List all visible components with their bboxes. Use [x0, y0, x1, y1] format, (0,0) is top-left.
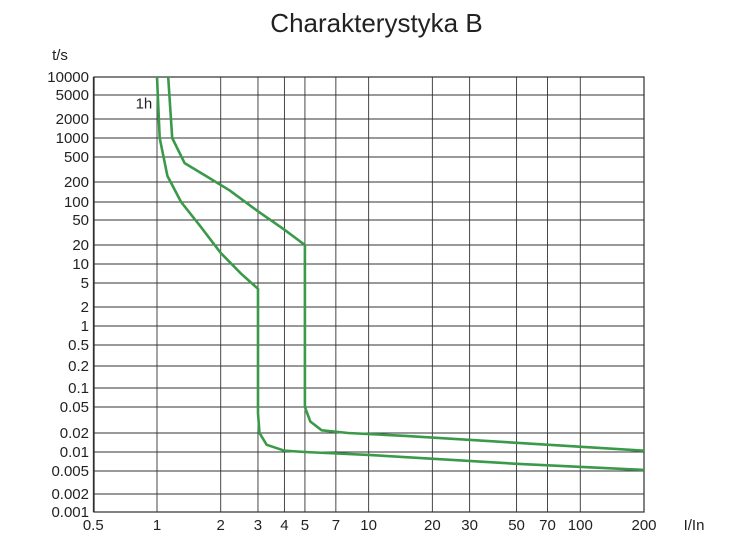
y-tick-label: 0.001 — [51, 504, 89, 521]
x-tick-label: 2 — [217, 517, 225, 534]
y-tick-label: 1 — [81, 318, 89, 335]
y-tick-label: 0.005 — [51, 463, 89, 480]
y-tick-label: 0.01 — [60, 444, 89, 461]
annotation-1h: 1h — [136, 96, 153, 113]
y-axis-label: t/s — [52, 47, 68, 64]
y-tick-label: 1000 — [56, 130, 89, 147]
y-tick-label: 0.5 — [68, 337, 89, 354]
x-tick-label: 200 — [631, 517, 656, 534]
y-tick-label: 5 — [81, 275, 89, 292]
x-tick-label: 30 — [461, 517, 478, 534]
x-tick-label: 3 — [254, 517, 262, 534]
y-tick-label: 200 — [64, 174, 89, 191]
y-tick-label: 500 — [64, 149, 89, 166]
curves — [155, 76, 645, 472]
x-tick-label: 5 — [301, 517, 309, 534]
lower-limit-curve — [155, 76, 645, 472]
y-tick-label: 10 — [72, 256, 89, 273]
y-tick-label: 0.05 — [60, 399, 89, 416]
y-tick-label: 50 — [72, 212, 89, 229]
x-axis-ticks: 0.5 1 2 3 4 5 7 10 20 30 50 70 100 200 — [83, 517, 657, 534]
grid — [92, 76, 645, 513]
x-tick-label: 10 — [360, 517, 377, 534]
x-tick-label: 4 — [280, 517, 288, 534]
y-tick-label: 0.02 — [60, 425, 89, 442]
x-tick-label: 100 — [568, 517, 593, 534]
y-tick-label: 0.1 — [68, 380, 89, 397]
y-tick-label: 10000 — [47, 69, 89, 86]
upper-limit-curve — [166, 76, 645, 452]
y-tick-label: 0.002 — [51, 486, 89, 503]
y-tick-label: 5000 — [56, 87, 89, 104]
y-tick-label: 20 — [72, 237, 89, 254]
x-tick-label: 20 — [424, 517, 441, 534]
y-tick-label: 2000 — [56, 111, 89, 128]
chart-title: Charakterystyka B — [270, 8, 483, 38]
y-tick-label: 2 — [81, 299, 89, 316]
y-tick-label: 0.2 — [68, 358, 89, 375]
x-axis-label: I/In — [684, 517, 705, 534]
x-tick-label: 50 — [508, 517, 525, 534]
x-tick-label: 1 — [153, 517, 161, 534]
x-tick-label: 7 — [332, 517, 340, 534]
x-tick-label: 70 — [539, 517, 556, 534]
x-tick-label: 0.5 — [83, 517, 104, 534]
y-tick-label: 100 — [64, 194, 89, 211]
